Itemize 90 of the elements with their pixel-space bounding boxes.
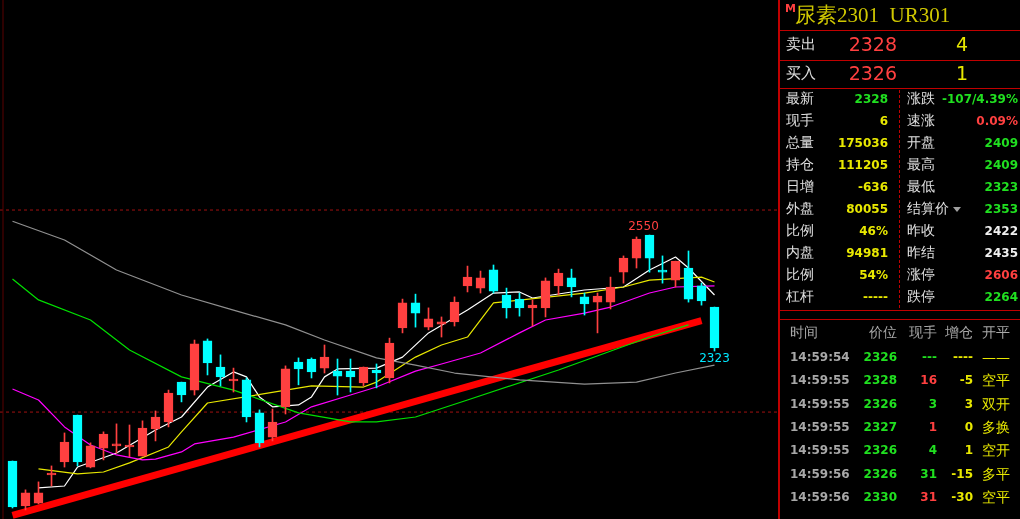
text: 开平 [982, 324, 1010, 340]
text: 31 [920, 489, 937, 504]
text: 46% [859, 224, 888, 238]
text: 2328 [848, 33, 897, 55]
text: 2435 [984, 246, 1018, 260]
text: 比例 [786, 222, 814, 238]
text: 175036 [837, 136, 888, 150]
text: 80055 [846, 202, 888, 216]
text: 31 [920, 466, 937, 481]
text: 速涨 [907, 112, 935, 128]
text: 111205 [837, 158, 888, 172]
text: 2328 [863, 373, 897, 388]
text: -30 [951, 489, 973, 504]
text: 14:59:55 [790, 419, 850, 434]
text: 持仓 [786, 156, 814, 172]
text: 2327 [863, 419, 897, 434]
text: 2326 [863, 466, 897, 481]
text: 14:59:55 [790, 443, 850, 458]
text: —— [982, 349, 1010, 365]
text: 现手 [786, 112, 814, 128]
text: 2326 [863, 350, 897, 364]
text: 2326 [863, 396, 897, 411]
text: 最低 [907, 178, 935, 194]
text: 双开 [982, 395, 1010, 412]
text: 3 [928, 396, 937, 411]
text: -107/4.39% [941, 92, 1018, 106]
text: -636 [857, 180, 888, 194]
text: 价位 [869, 324, 897, 340]
text: 多平 [982, 465, 1010, 482]
text: -15 [951, 466, 973, 481]
text: 外盘 [786, 200, 814, 216]
text: 内盘 [786, 244, 814, 260]
text: 1 [956, 62, 969, 84]
text: 增仓 [945, 324, 973, 340]
text: 总量 [786, 134, 814, 150]
text: 卖出 [786, 35, 816, 53]
text: 日增 [786, 178, 814, 194]
text: 多换 [982, 418, 1010, 435]
text: 2328 [854, 92, 888, 106]
text: 空平 [982, 372, 1010, 389]
text: 跌停 [907, 288, 935, 304]
text: 买入 [786, 64, 816, 82]
text: 1 [964, 443, 973, 458]
text: 54% [859, 268, 888, 282]
annotation: 2550 [628, 219, 659, 234]
text: 14:59:56 [790, 466, 850, 481]
text: 2422 [984, 224, 1018, 238]
text: M [785, 2, 796, 15]
text: 14:59:56 [790, 489, 850, 504]
text: 1 [928, 419, 937, 434]
text: 2409 [984, 158, 1018, 172]
text: 最高 [907, 156, 935, 172]
text: 2353 [984, 202, 1018, 216]
text: 结算价 [907, 200, 949, 216]
text: 94981 [846, 246, 888, 260]
text: 空开 [982, 442, 1010, 459]
text: 开盘 [907, 134, 935, 150]
text: 比例 [786, 266, 814, 282]
text: ----- [863, 290, 888, 304]
text: 6 [879, 114, 888, 128]
text: 4 [956, 33, 969, 55]
annotation: 2323 [699, 351, 730, 366]
text: 2264 [984, 290, 1018, 304]
text: 尿素2301 UR301 [795, 3, 951, 27]
text: ---- [953, 350, 973, 364]
text: 14:59:54 [790, 350, 850, 364]
text: 0.09% [976, 114, 1018, 128]
text: 空平 [982, 488, 1010, 505]
text: 最新 [786, 90, 814, 106]
text: 0 [964, 419, 973, 434]
text: --- [922, 350, 937, 364]
text: 2326 [848, 62, 897, 84]
text: 2606 [984, 268, 1018, 282]
text: 昨收 [907, 222, 935, 238]
text: -5 [959, 373, 973, 388]
text: 3 [964, 396, 973, 411]
text: 2326 [863, 443, 897, 458]
text: 2409 [984, 136, 1018, 150]
text: 14:59:55 [790, 396, 850, 411]
text: 现手 [909, 324, 937, 340]
text: 2323 [984, 180, 1018, 194]
text: 时间 [790, 324, 818, 340]
text: 昨结 [907, 244, 935, 260]
text: 16 [920, 373, 937, 388]
text: 4 [928, 443, 937, 458]
text: 杠杆 [786, 288, 814, 304]
text: 14:59:55 [790, 373, 850, 388]
text: 涨跌 [907, 90, 935, 106]
text: 2330 [863, 489, 897, 504]
text: 涨停 [907, 266, 935, 282]
